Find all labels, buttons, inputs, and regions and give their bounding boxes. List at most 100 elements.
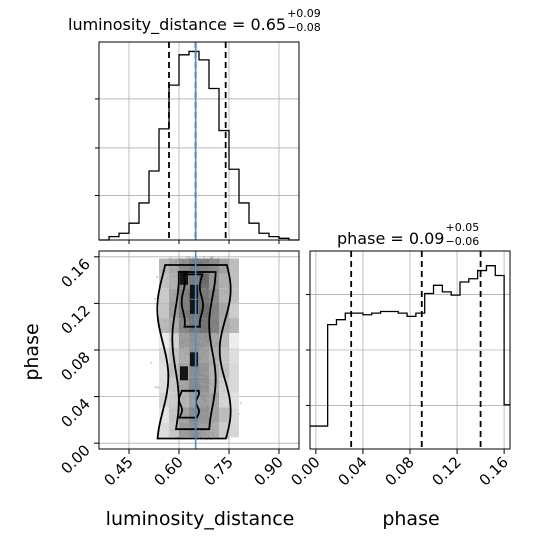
density-cell xyxy=(189,392,199,408)
density-cell xyxy=(169,333,179,348)
density-cell xyxy=(159,303,169,319)
density-cell xyxy=(169,258,179,274)
density-cell xyxy=(159,362,169,378)
density-core-cell xyxy=(190,299,198,314)
hist1-frame xyxy=(98,41,300,241)
luminosity-distance-title-text: luminosity_distance = 0.65 xyxy=(68,15,287,34)
hist2-x-tick-label: 0.12 xyxy=(429,453,465,489)
scatter-point xyxy=(211,256,214,259)
density-cell xyxy=(169,392,179,408)
density-cell xyxy=(199,288,209,304)
density-cell xyxy=(179,303,189,319)
density-cell xyxy=(199,333,209,348)
density-cell xyxy=(209,377,219,393)
density-cell xyxy=(209,318,219,333)
joint-y-tick-label: 0.08 xyxy=(57,348,93,384)
density-cell xyxy=(229,407,239,423)
phase-err-plus: +0.05 xyxy=(445,221,480,234)
luminosity-distance-err-minus: −0.08 xyxy=(287,21,321,34)
density-cell xyxy=(179,407,189,423)
density-cell xyxy=(169,318,179,333)
density-cell xyxy=(229,303,239,319)
scatter-point xyxy=(156,276,159,279)
density-cell xyxy=(229,288,239,304)
density-cell xyxy=(219,362,229,378)
scatter-point xyxy=(169,256,172,259)
scatter-point xyxy=(239,402,242,405)
scatter-point xyxy=(154,386,157,389)
density-cell xyxy=(189,258,199,274)
scatter-point xyxy=(202,255,206,258)
density-cell xyxy=(229,273,239,289)
density-cell xyxy=(209,303,219,319)
phase-title: phase = 0.09 +0.05 −0.06 xyxy=(337,221,480,248)
density-cell xyxy=(219,333,229,348)
scatter-point xyxy=(192,256,195,259)
density-cell xyxy=(219,347,229,363)
density-cell xyxy=(229,362,239,378)
density-cell xyxy=(209,288,219,304)
density-cell xyxy=(199,377,209,393)
hist2-x-tick-label: 0.04 xyxy=(334,453,370,489)
scatter-point xyxy=(227,436,230,439)
density-cell xyxy=(209,258,219,274)
scatter-point xyxy=(209,256,212,259)
axis-labels: luminosity_distance phase phase xyxy=(21,323,440,530)
density-cell xyxy=(219,288,229,304)
contour-inner xyxy=(180,273,204,328)
density-cell xyxy=(189,273,199,289)
density-cell xyxy=(219,258,229,274)
density-cell xyxy=(229,258,239,274)
density-cell xyxy=(229,318,239,333)
density-cell xyxy=(169,303,179,319)
density-cell xyxy=(179,377,189,393)
density-cell xyxy=(209,422,219,438)
density-cell xyxy=(209,407,219,423)
scatter-point xyxy=(188,256,191,259)
density-core-cell xyxy=(190,284,198,299)
scatter-point xyxy=(156,386,159,389)
phase-title-text: phase = 0.09 xyxy=(337,229,445,248)
density-core-cell xyxy=(190,352,198,367)
density-cell xyxy=(199,392,209,408)
joint-x-tick-label: 0.60 xyxy=(150,453,186,489)
hist1-step-line xyxy=(99,50,299,241)
luminosity-distance-histogram-panel xyxy=(95,41,300,244)
density-cell xyxy=(159,407,169,423)
density-cell xyxy=(159,318,169,333)
density-cell xyxy=(189,407,199,423)
joint-y-axis-label: phase xyxy=(21,323,43,380)
density-cell xyxy=(169,422,179,438)
density-cell xyxy=(199,362,209,378)
scatter-point xyxy=(154,297,157,300)
density-cell xyxy=(159,333,169,348)
joint-x-tick-label: 0.45 xyxy=(100,453,136,489)
density-cell xyxy=(199,273,209,289)
density-cell xyxy=(229,333,239,348)
density-cell xyxy=(229,347,239,363)
density-cell xyxy=(209,333,219,348)
density-cell xyxy=(159,347,169,363)
density-cell xyxy=(229,422,239,438)
luminosity-distance-err-plus: +0.09 xyxy=(287,7,321,20)
contour-middle xyxy=(171,271,217,431)
phase-x-axis-label: phase xyxy=(382,508,439,530)
luminosity-distance-title: luminosity_distance = 0.65 +0.09 −0.08 xyxy=(68,7,322,34)
density-core-cell xyxy=(180,366,188,381)
density-cell xyxy=(219,303,229,319)
density-cell xyxy=(199,347,209,363)
hist2-x-tick-label: 0.00 xyxy=(287,453,323,489)
density-cell xyxy=(159,392,169,408)
density-cell xyxy=(219,392,229,408)
density-cell xyxy=(209,273,219,289)
density-cell xyxy=(179,392,189,408)
density-cell xyxy=(199,407,209,423)
density-cell xyxy=(159,273,169,289)
density-cell xyxy=(189,318,199,333)
density-cell xyxy=(199,258,209,274)
density-cell xyxy=(159,377,169,393)
joint-y-tick-label: 0.04 xyxy=(57,395,93,431)
joint-x-tick-label: 0.75 xyxy=(200,453,236,489)
density-cell xyxy=(169,288,179,304)
